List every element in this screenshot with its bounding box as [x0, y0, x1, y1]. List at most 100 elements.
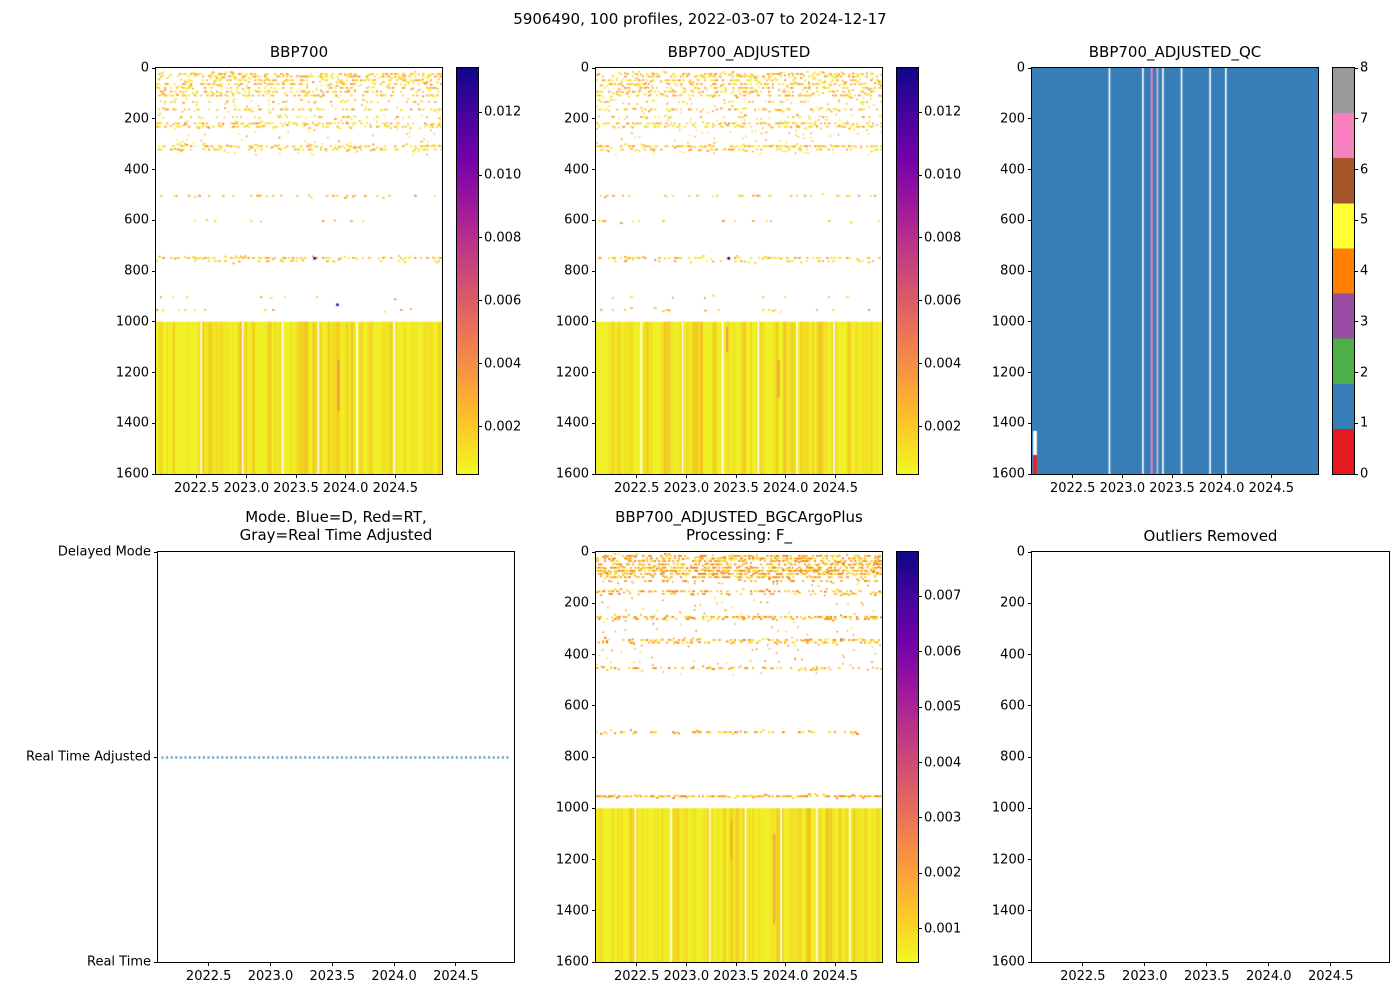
y-tick-label: 400	[124, 162, 149, 177]
y-tick-label: 1200	[115, 365, 149, 380]
qc-colorbar: 0 1 2 3 4 5 6 7 8	[1332, 61, 1368, 482]
y-tick-label: 600	[564, 698, 589, 714]
bgcargoplus-heatmap-canvas	[596, 552, 882, 962]
bbp700-colorbar-gradient	[457, 68, 478, 474]
y-tick-mark	[592, 602, 596, 604]
colorbar-tick-label: 0.002	[924, 419, 962, 435]
y-tick-label: 1400	[555, 415, 589, 431]
x-tick-mark	[834, 962, 836, 966]
y-tick-mark	[592, 473, 596, 475]
y-tick-mark	[152, 219, 156, 221]
colorbar-tick-label: 0.002	[924, 865, 962, 881]
x-tick-label: 2024.0	[762, 969, 809, 984]
x-tick-label: 2024.5	[433, 969, 479, 984]
y-tick-mark	[152, 67, 156, 69]
y-tick-mark	[1028, 473, 1032, 475]
y-tick-label: 1000	[555, 314, 589, 330]
x-tick-mark	[393, 962, 395, 966]
y-tick-mark	[1028, 602, 1032, 604]
x-tick-mark	[245, 474, 247, 478]
x-tick-label: 2024.5	[812, 481, 859, 496]
y-tick-mark	[592, 807, 596, 809]
x-tick-mark	[1206, 962, 1208, 966]
colorbar-tick-mark	[918, 762, 922, 764]
x-tick-label: 2024.5	[1307, 969, 1354, 984]
y-tick-label: 1600	[991, 466, 1025, 482]
y-tick-mark	[1028, 219, 1032, 221]
colorbar-tick-label: 0	[1360, 466, 1369, 482]
colorbar-tick-mark	[478, 426, 482, 428]
x-tick-mark	[196, 474, 198, 478]
x-tick-mark	[1330, 962, 1332, 966]
y-tick-label: 0	[580, 544, 589, 560]
y-tick-label: 1000	[991, 800, 1025, 816]
colorbar-tick-mark	[1354, 118, 1358, 120]
colorbar-tick-mark	[918, 300, 922, 302]
colorbar-tick-mark	[918, 174, 922, 176]
colorbar-tick-label: 6	[1360, 162, 1369, 177]
y-tick-mark	[1028, 118, 1032, 120]
bgcargoplus-colorbar: 0.001 0.002 0.003 0.004 0.005 0.006 0.007	[896, 551, 961, 963]
bbp700-adjusted-plot-area: 2022.5 2023.0 2023.5 2024.0 2024.5 0 200 400 600…	[556, 61, 883, 496]
x-tick-label: 2022.5	[1049, 481, 1096, 496]
y-tick-label: 800	[124, 263, 149, 279]
y-tick-label: 1600	[115, 466, 149, 482]
y-tick-label: 0	[1016, 60, 1025, 76]
y-tick-mark	[592, 270, 596, 272]
y-tick-mark	[1028, 422, 1032, 424]
x-tick-label: 2022.5	[173, 481, 220, 496]
y-tick-mark	[592, 551, 596, 553]
colorbar-tick-label: 0.004	[484, 356, 522, 372]
colorbar-tick-mark	[918, 111, 922, 113]
colorbar-tick-label: 0.006	[924, 644, 962, 660]
colorbar-tick-label: 0.001	[924, 921, 962, 937]
y-tick-label: 1000	[115, 314, 149, 330]
colorbar-tick-label: 0.002	[484, 419, 522, 435]
colorbar-tick-label: 3	[1360, 314, 1369, 330]
y-tick-label: 0	[140, 60, 149, 76]
x-tick-label: 2023.0	[663, 969, 710, 984]
colorbar-tick-mark	[478, 111, 482, 113]
colorbar-tick-mark	[918, 595, 922, 597]
colorbar-tick-mark	[1354, 422, 1358, 424]
y-tick-label: 800	[1000, 749, 1025, 765]
y-tick-mark	[152, 270, 156, 272]
colorbar-tick-label: 0.008	[484, 230, 522, 246]
colorbar-tick-label: 2	[1360, 365, 1369, 380]
colorbar-tick-label: 7	[1360, 111, 1369, 127]
y-tick-mark	[152, 473, 156, 475]
x-tick-mark	[1072, 474, 1074, 478]
colorbar-tick-label: 0.012	[484, 104, 522, 120]
y-tick-label: 600	[1000, 698, 1025, 714]
panel-title-bgcargoplus: BBP700_ADJUSTED_BGCArgoPlus Processing: …	[615, 508, 863, 544]
x-tick-mark	[455, 962, 457, 966]
x-tick-label: 2024.5	[1248, 481, 1295, 496]
x-tick-mark	[208, 962, 210, 966]
colorbar-tick-mark	[918, 817, 922, 819]
qc-plot-area: 2022.5 2023.0 2023.5 2024.0 2024.5 0 200 400 600…	[992, 61, 1319, 496]
y-tick-label: Delayed Mode	[57, 544, 151, 560]
x-tick-label: 2023.0	[223, 481, 270, 496]
x-tick-label: 2024.0	[322, 481, 369, 496]
x-tick-mark	[1268, 962, 1270, 966]
x-tick-label: 2023.5	[1149, 481, 1195, 496]
y-tick-mark	[592, 705, 596, 707]
x-tick-label: 2024.5	[372, 481, 419, 496]
y-tick-mark	[1028, 961, 1032, 963]
colorbar-tick-label: 0.006	[484, 293, 522, 309]
colorbar-tick-mark	[1354, 372, 1358, 373]
colorbar-tick-label: 0.012	[924, 104, 962, 120]
colorbar-tick-label: 5	[1360, 212, 1369, 228]
x-tick-mark	[1121, 474, 1123, 478]
y-tick-mark	[154, 551, 158, 553]
bgcargoplus-plot-area: 2022.5 2023.0 2023.5 2024.0 2024.5 0 200 400 600…	[556, 545, 883, 984]
y-tick-label: 400	[1000, 647, 1025, 662]
y-tick-mark	[1028, 372, 1032, 373]
y-tick-label: Real Time	[87, 954, 151, 970]
x-tick-mark	[394, 474, 396, 478]
colorbar-tick-mark	[918, 928, 922, 930]
x-tick-mark	[785, 474, 787, 478]
